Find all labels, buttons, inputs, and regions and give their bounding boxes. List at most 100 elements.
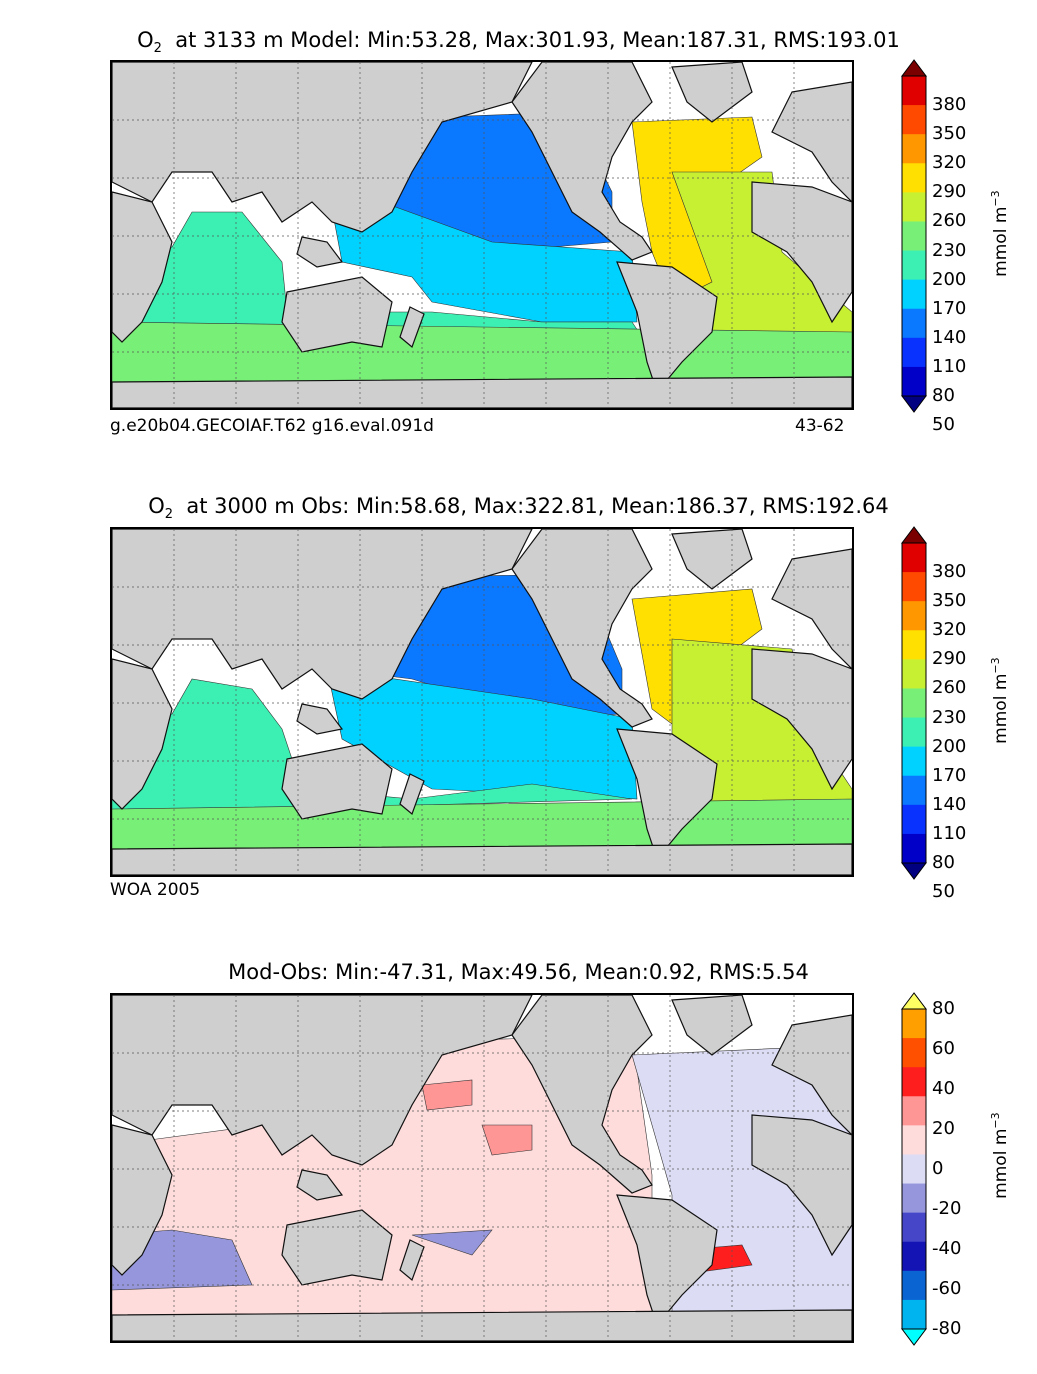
colorbar-swatch — [902, 746, 926, 777]
colorbar-tick-label: 80 — [932, 852, 955, 873]
colorbar-swatch — [902, 76, 926, 106]
land-mass — [112, 995, 533, 1166]
colorbar-tick-label: 230 — [932, 706, 967, 728]
colorbar-tick-label: 200 — [932, 735, 967, 757]
panel3-unit-text: mmol m — [990, 1128, 1011, 1199]
panel3-colorbar — [901, 992, 927, 1346]
colorbar-tick-label: 40 — [932, 1078, 955, 1099]
field-region-south-pacific — [326, 668, 638, 800]
land-mass — [112, 376, 852, 408]
panel3-unit-exponent: −3 — [989, 1112, 1003, 1129]
land-mass — [771, 81, 852, 203]
panel2-unit-text: mmol m — [990, 673, 1011, 744]
colorbar-swatch — [902, 1299, 926, 1330]
panel1-case-name: g.e20b04.GECOIAF.T62 g16.eval.091d — [110, 416, 434, 436]
colorbar-swatch — [902, 1038, 926, 1068]
land-mass — [296, 703, 344, 735]
obs-o2-field — [112, 529, 852, 875]
colorbar-swatch — [902, 1125, 926, 1155]
panel2-title-prefix: O — [148, 494, 165, 518]
colorbar-tick-label: 140 — [932, 326, 967, 348]
land-mass — [616, 261, 718, 394]
panel2-source: WOA 2005 — [110, 880, 201, 900]
land-mass — [296, 236, 344, 268]
panel2-title-subscript: 2 — [164, 507, 173, 523]
panel1-unit-exponent: −3 — [989, 190, 1003, 207]
colorbar-min-extension — [901, 395, 927, 413]
colorbar-swatch — [902, 630, 926, 660]
panel2-title-text: at 3000 m Obs: Min:58.68, Max:322.81, Me… — [186, 494, 889, 518]
colorbar-swatch — [902, 105, 926, 135]
land-mass — [399, 773, 425, 816]
colorbar-tick-label: 140 — [932, 793, 967, 815]
panel1-title-text: at 3133 m Model: Min:53.28, Max:301.93, … — [175, 28, 900, 52]
colorbar-swatch — [902, 1183, 926, 1214]
colorbar-tick-label: 50 — [932, 414, 955, 436]
diff-o2-field — [112, 995, 852, 1341]
colorbar-swatch — [902, 833, 926, 864]
land-mass — [771, 1014, 852, 1136]
diff-o2-map — [110, 993, 854, 1343]
land-mass — [616, 728, 718, 861]
field-region-neg-strong — [411, 1229, 493, 1256]
colorbar-swatch — [902, 337, 926, 368]
land-mass — [616, 1194, 718, 1327]
colorbar-tick-label: 170 — [932, 764, 967, 786]
model-o2-field — [112, 62, 852, 408]
land-mass — [112, 1309, 852, 1341]
field-region-pos-strong — [481, 1124, 533, 1156]
land-mass — [112, 191, 173, 343]
colorbar-swatch — [902, 1067, 926, 1097]
colorbar-max-extension — [901, 992, 927, 1010]
colorbar-tick-label: 260 — [932, 677, 967, 699]
colorbar-min-extension — [901, 1328, 927, 1346]
land-mass — [751, 181, 852, 324]
land-mass — [112, 658, 173, 810]
land-mass — [281, 743, 393, 820]
panel1-title: O2 at 3133 m Model: Min:53.28, Max:301.9… — [0, 28, 1037, 56]
colorbar-tick-label: 230 — [932, 239, 967, 261]
colorbar-swatch — [902, 250, 926, 281]
colorbar-swatch — [902, 717, 926, 748]
colorbar-swatch — [902, 1154, 926, 1185]
colorbar-tick-label: 60 — [932, 1038, 955, 1059]
colorbar-tick-label: 350 — [932, 590, 967, 612]
panel3-title-text: Mod-Obs: Min:-47.31, Max:49.56, Mean:0.9… — [228, 960, 809, 984]
land-mass — [511, 995, 653, 1194]
colorbar-tick-label: 200 — [932, 268, 967, 290]
colorbar-tick-label: 320 — [932, 152, 967, 174]
land-mass — [112, 843, 852, 875]
colorbar-swatch — [902, 366, 926, 397]
land-mass — [751, 1114, 852, 1257]
colorbar-tick-label: 380 — [932, 94, 967, 116]
panel2-unit-label: mmol m−3 — [989, 657, 1011, 743]
land-mass — [112, 1124, 173, 1276]
colorbar-swatch — [902, 192, 926, 222]
colorbar-tick-label: 320 — [932, 619, 967, 641]
land-mass — [771, 548, 852, 670]
colorbar-tick-label: -20 — [932, 1198, 962, 1219]
obs-o2-map — [110, 527, 854, 877]
panel2-title: O2 at 3000 m Obs: Min:58.68, Max:322.81,… — [0, 494, 1037, 522]
colorbar-swatch — [902, 804, 926, 835]
colorbar-swatch — [902, 1270, 926, 1301]
colorbar-swatch — [902, 1241, 926, 1272]
colorbar-tick-label: 110 — [932, 822, 967, 844]
colorbar-swatch — [902, 601, 926, 631]
panel3-unit-label: mmol m−3 — [989, 1112, 1011, 1198]
model-o2-map — [110, 60, 854, 410]
colorbar-swatch — [902, 572, 926, 602]
land-mass — [511, 529, 653, 728]
colorbar-max-extension — [901, 59, 927, 77]
panel1-unit-label: mmol m−3 — [989, 190, 1011, 276]
colorbar-swatch — [902, 221, 926, 252]
colorbar-swatch — [902, 279, 926, 310]
panel2-unit-exponent: −3 — [989, 657, 1003, 674]
colorbar-swatch — [902, 1009, 926, 1039]
colorbar-tick-label: 260 — [932, 210, 967, 232]
colorbar-tick-label: 0 — [932, 1158, 944, 1179]
panel2-colorbar — [901, 526, 927, 880]
colorbar-swatch — [902, 688, 926, 719]
colorbar-tick-label: -40 — [932, 1238, 962, 1259]
land-mass — [751, 648, 852, 791]
